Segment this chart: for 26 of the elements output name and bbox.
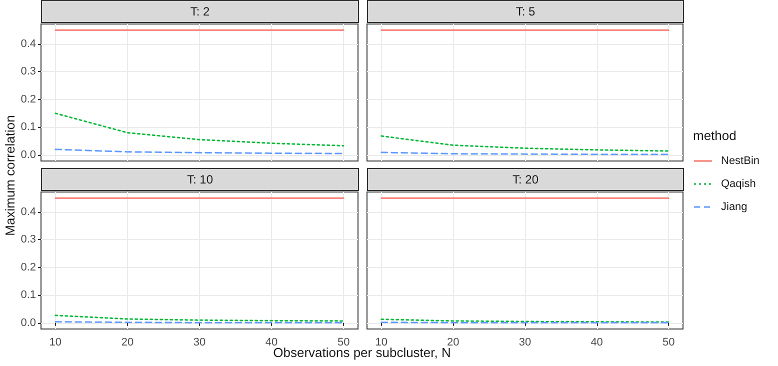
- legend-label: Qaqish: [721, 178, 756, 190]
- y-tick-label: 0.0: [20, 148, 36, 161]
- x-tick-label: 30: [193, 336, 206, 348]
- chart-title: T: 2: [190, 4, 210, 18]
- x-tick-label: 30: [518, 336, 532, 348]
- line-series: [54, 112, 344, 146]
- x-tick-label: 20: [121, 336, 134, 348]
- x-tick-label: 10: [49, 336, 62, 348]
- chart-title: T: 10: [186, 172, 214, 186]
- y-tick-label: 0.4: [20, 38, 36, 50]
- y-tick-label: 0.3: [20, 234, 36, 246]
- legend-title: method: [693, 128, 738, 143]
- y-tick-label: 0.1: [20, 289, 36, 302]
- y-tick-label: 0.2: [20, 93, 36, 106]
- legend-label: Jiang: [721, 200, 748, 212]
- y-tick-label: 0.1: [20, 121, 36, 134]
- legend-label: NestBin: [721, 154, 760, 166]
- y-tick-label: 0.3: [20, 66, 36, 78]
- y-tick-label: 0.2: [20, 261, 36, 274]
- y-axis-title: Maximum correlation: [2, 114, 18, 238]
- x-tick-label: 40: [590, 336, 603, 348]
- x-tick-label: 50: [662, 336, 675, 348]
- chart-title: T: 20: [512, 172, 539, 186]
- y-tick-label: 0.0: [20, 316, 36, 329]
- chart-title: T: 5: [516, 4, 536, 18]
- y-tick-label: 0.4: [20, 206, 36, 218]
